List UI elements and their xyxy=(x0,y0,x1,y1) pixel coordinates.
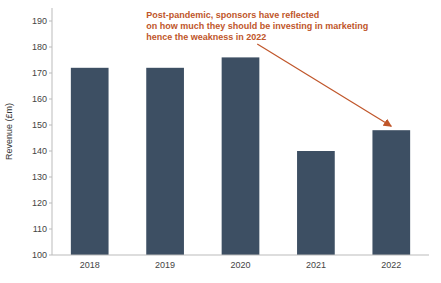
annotation: Post-pandemic, sponsors have reflected xyxy=(146,10,319,20)
y-tick-label: 170 xyxy=(32,68,47,78)
x-tick-label: 2020 xyxy=(230,260,250,270)
y-tick-label: 180 xyxy=(32,42,47,52)
y-tick-label: 130 xyxy=(32,172,47,182)
y-tick-label: 140 xyxy=(32,146,47,156)
chart: 100 110 120 130 140 150 160 170 180 190 2018 2019 20… xyxy=(0,0,441,283)
bar xyxy=(71,68,109,255)
annotation: hence the weakness in 2022 xyxy=(146,32,266,42)
y-tick-label: 120 xyxy=(32,198,47,208)
bar xyxy=(297,151,335,255)
x-tick-label: 2022 xyxy=(381,260,401,270)
y-tick-label: 150 xyxy=(32,120,47,130)
annotation: on how much they should be investing in … xyxy=(146,21,368,31)
y-tick-label: 190 xyxy=(32,16,47,26)
y-tick-label: 160 xyxy=(32,94,47,104)
x-tick-label: 2019 xyxy=(155,260,175,270)
bar xyxy=(146,68,184,255)
x-tick-label: 2018 xyxy=(80,260,100,270)
y-tick-label: 110 xyxy=(33,224,47,234)
y-axis-label: Revenue (£m) xyxy=(4,103,14,160)
bars xyxy=(71,57,410,255)
bar xyxy=(372,130,410,255)
y-tick-label: 100 xyxy=(32,250,47,260)
bar xyxy=(222,57,260,255)
x-axis-line xyxy=(52,255,429,256)
x-tick-label: 2021 xyxy=(306,260,326,270)
annotation-arrow xyxy=(257,44,391,126)
y-axis-line xyxy=(52,8,53,255)
